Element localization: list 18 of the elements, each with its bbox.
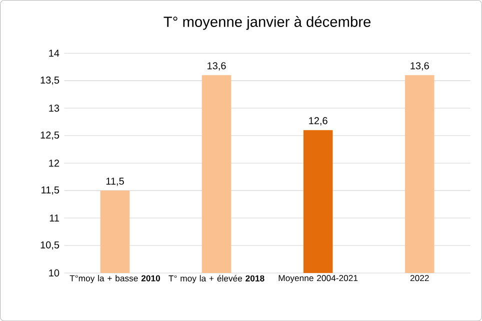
data-label: 12,6 — [309, 117, 328, 126]
y-tick-label: 10 — [49, 269, 60, 276]
y-tick-label: 10,5 — [40, 241, 60, 250]
y-tick-label: 11 — [50, 214, 60, 222]
x-tick-label: T°moy la + basse 2010 — [70, 274, 160, 283]
y-tick-label: 12,5 — [40, 131, 60, 140]
y-tick-label: 11,5 — [42, 186, 60, 195]
y-tick-label: 12 — [49, 160, 59, 166]
data-label: 13,6 — [208, 62, 226, 70]
y-tick-label: 14 — [49, 50, 60, 57]
chart-title: T° moyenne janvier à décembre — [164, 16, 371, 30]
x-tick-label: 2022 — [410, 274, 429, 282]
data-label: 11,5 — [106, 178, 124, 186]
data-label: 13,6 — [410, 62, 429, 70]
x-tick-label: Moyenne 2004-2021 — [278, 274, 358, 283]
x-tick-label: T° moy la + élevée 2018 — [168, 274, 264, 284]
y-tick-label: 13 — [49, 104, 60, 112]
y-tick-label: 13,5 — [40, 76, 60, 85]
